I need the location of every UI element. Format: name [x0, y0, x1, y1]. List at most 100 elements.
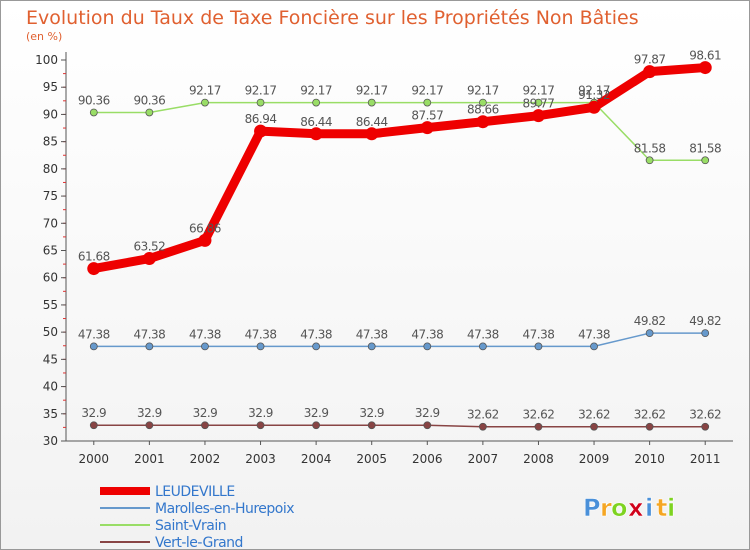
data-point-0-8 [531, 109, 545, 123]
data-label-0-2: 66.86 [189, 221, 221, 235]
data-point-3-7 [478, 422, 487, 431]
data-point-1-0 [89, 342, 98, 351]
data-label-2-5: 92.17 [356, 84, 388, 98]
data-point-2-4 [312, 98, 321, 107]
series-lines [89, 63, 710, 428]
data-label-1-3: 47.38 [245, 327, 277, 341]
y-tick-label: 55 [43, 298, 58, 312]
data-point-1-2 [201, 342, 209, 351]
data-label-1-11: 49.82 [689, 314, 721, 328]
y-tick-label: 100 [35, 53, 58, 67]
data-point-0-10 [643, 65, 657, 79]
logo-letter-5: t [656, 494, 667, 522]
data-point-0-1 [142, 252, 156, 266]
y-tick-label: 90 [43, 107, 58, 121]
series-line-0 [89, 63, 710, 274]
data-label-0-1: 63.52 [133, 240, 165, 254]
data-point-3-3 [256, 421, 265, 430]
data-label-0-3: 86.94 [245, 112, 277, 126]
data-label-0-11: 98.61 [689, 49, 721, 63]
y-tick-label: 65 [43, 244, 58, 258]
data-point-2-7 [478, 98, 487, 107]
x-tick-label: 2009 [579, 452, 610, 466]
x-tick-label: 2011 [690, 452, 721, 466]
data-label-1-4: 47.38 [300, 327, 332, 341]
y-tick-label: 80 [43, 162, 58, 176]
data-point-0-5 [365, 127, 379, 141]
data-label-3-3: 32.9 [248, 406, 273, 420]
data-label-2-3: 92.17 [245, 84, 277, 98]
chart-title: Evolution du Taux de Taxe Foncière sur l… [26, 7, 639, 29]
data-point-1-11 [701, 329, 710, 338]
data-label-2-1: 90.36 [133, 93, 165, 107]
y-tick-label: 35 [43, 407, 58, 421]
data-point-1-7 [478, 342, 487, 351]
data-point-2-8 [534, 98, 543, 107]
data-point-0-11 [698, 61, 712, 75]
data-point-0-2 [198, 233, 212, 247]
data-label-2-9: 92.17 [578, 84, 610, 98]
y-tick-label: 75 [43, 189, 58, 203]
data-point-2-1 [145, 108, 154, 117]
x-tick-label: 2001 [134, 452, 165, 466]
x-tick-label: 2005 [356, 452, 387, 466]
data-point-1-3 [256, 342, 265, 351]
x-tick-label: 2000 [79, 452, 110, 466]
data-label-1-6: 47.38 [411, 327, 443, 341]
series-points [87, 61, 712, 431]
data-label-1-1: 47.38 [133, 327, 165, 341]
data-label-1-10: 49.82 [634, 314, 666, 328]
data-point-2-5 [367, 98, 376, 107]
data-label-0-4: 86.44 [300, 115, 332, 129]
data-label-0-0: 61.68 [78, 250, 110, 264]
legend-label-3: Vert-le-Grand [155, 535, 243, 550]
data-point-3-10 [645, 422, 654, 431]
data-point-2-6 [423, 98, 432, 107]
legend-label-0: LEUDEVILLE [155, 484, 235, 500]
data-label-3-11: 32.62 [689, 408, 721, 422]
x-tick-label: 2010 [634, 452, 665, 466]
logo-letter-4: i [645, 494, 653, 522]
data-label-0-9: 91.32 [578, 88, 610, 102]
data-label-1-8: 47.38 [523, 327, 555, 341]
data-point-3-6 [423, 421, 432, 430]
data-label-3-1: 32.9 [137, 406, 162, 420]
data-point-1-6 [423, 342, 432, 351]
data-label-2-10: 81.58 [634, 141, 666, 155]
data-point-0-4 [309, 127, 323, 141]
data-point-3-1 [145, 421, 154, 430]
data-label-0-5: 86.44 [356, 115, 388, 129]
data-label-2-7: 92.17 [467, 84, 499, 98]
data-point-2-11 [701, 156, 710, 165]
y-tick-label: 85 [43, 135, 58, 149]
data-point-3-5 [367, 421, 376, 430]
data-label-3-7: 32.62 [467, 408, 499, 422]
data-label-3-0: 32.9 [81, 406, 106, 420]
data-point-1-5 [367, 342, 376, 351]
data-label-2-0: 90.36 [78, 93, 110, 107]
data-label-2-4: 92.17 [300, 84, 332, 98]
data-point-2-3 [256, 98, 265, 107]
data-label-2-2: 92.17 [189, 84, 221, 98]
data-point-3-9 [590, 422, 598, 431]
x-tick-label: 2008 [523, 452, 554, 466]
data-point-3-0 [89, 421, 98, 430]
data-label-1-7: 47.38 [467, 327, 499, 341]
x-tick-label: 2002 [190, 452, 221, 466]
data-point-0-0 [87, 262, 101, 276]
y-axis-label: (en %) [26, 30, 62, 43]
data-label-0-8: 89.77 [523, 97, 555, 111]
data-label-3-5: 32.9 [359, 406, 384, 420]
legend: LEUDEVILLEMarolles-en-HurepoixSaint-Vrai… [100, 484, 295, 550]
data-point-3-11 [701, 422, 710, 431]
data-point-3-2 [201, 421, 209, 430]
logo-letter-2: o [611, 494, 628, 522]
data-label-0-10: 97.87 [634, 53, 666, 67]
data-label-3-10: 32.62 [634, 408, 666, 422]
data-point-1-4 [312, 342, 321, 351]
data-point-0-9 [587, 100, 601, 114]
y-tick-label: 30 [43, 434, 58, 448]
y-tick-label: 60 [43, 271, 58, 285]
data-point-3-4 [312, 421, 321, 430]
